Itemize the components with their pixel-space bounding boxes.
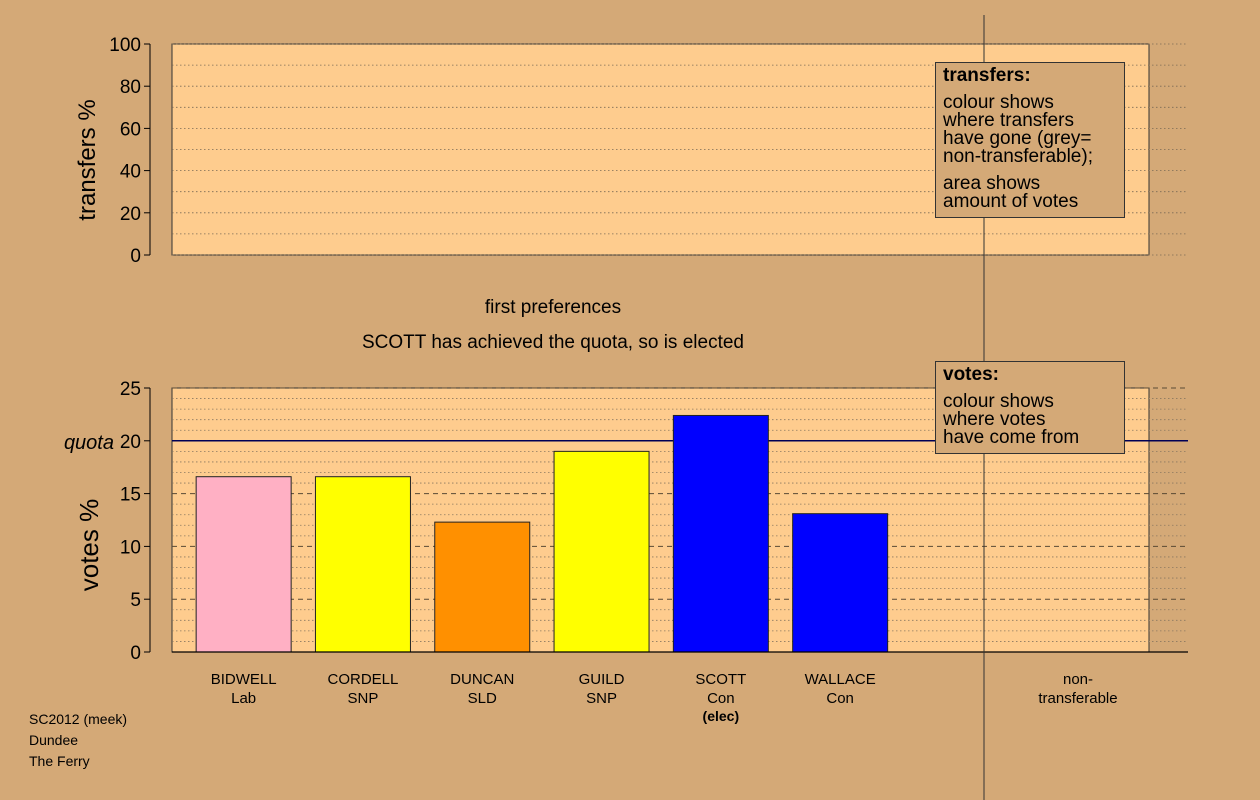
- candidate-party: Lab: [231, 690, 256, 707]
- transfers-tick-label: 80: [120, 77, 141, 98]
- votes-tick-label: 15: [120, 485, 141, 506]
- transfers-tick-label: 100: [109, 35, 141, 56]
- votes-tick-label: 25: [120, 379, 141, 400]
- nontransferable-label-2: transferable: [1038, 690, 1117, 707]
- transfers-legend-line: where transfers: [943, 110, 1074, 131]
- votes-legend-box: votes: colour shows where votes have com…: [935, 361, 1125, 454]
- votes-tick-label: 20: [120, 432, 141, 453]
- votes-legend-title: votes:: [943, 364, 999, 385]
- candidate-labels: BIDWELL Lab CORDELL SNP DUNCAN SLD GUILD SNP SCO…: [211, 671, 876, 724]
- candidate-name: GUILD: [579, 671, 625, 688]
- footer-council: Dundee: [29, 732, 79, 748]
- transfers-legend-line: amount of votes: [943, 191, 1079, 212]
- candidate-name: WALLACE: [805, 671, 876, 688]
- votes-tick-label: 10: [120, 537, 141, 558]
- candidate-party: SLD: [468, 690, 497, 707]
- candidate-party: SNP: [586, 690, 617, 707]
- transfers-y-ticks: 0 20 40 60 80 100: [109, 35, 150, 267]
- candidate-name: CORDELL: [328, 671, 399, 688]
- footer-ward: The Ferry: [29, 753, 90, 769]
- votes-y-ticks: 0 5 10 15 20 25: [120, 379, 150, 664]
- transfers-tick-label: 20: [120, 204, 141, 225]
- candidate-status: (elec): [703, 708, 740, 724]
- transfers-legend-line: colour shows: [943, 92, 1054, 113]
- bar-guild: [553, 450, 650, 653]
- votes-legend-line: have come from: [943, 427, 1080, 448]
- votes-tick-label: 0: [130, 643, 141, 664]
- votes-legend-line: where votes: [943, 409, 1046, 430]
- votes-legend-line: colour shows: [943, 391, 1054, 412]
- candidate-name: BIDWELL: [211, 671, 277, 688]
- transfers-legend-title: transfers:: [943, 65, 1031, 86]
- stage-title: first preferences: [485, 297, 621, 318]
- nontransferable-label-1: non-: [1063, 671, 1093, 688]
- footer-info: SC2012 (meek) Dundee The Ferry: [29, 709, 127, 772]
- votes-tick-label: 5: [130, 590, 141, 611]
- votes-y-label: votes %: [74, 499, 104, 592]
- candidate-name: SCOTT: [695, 671, 746, 688]
- transfers-legend-line: area shows: [943, 173, 1041, 194]
- candidate-party: Con: [826, 690, 854, 707]
- candidate-party: Con: [707, 690, 735, 707]
- transfers-legend-line: non-transferable);: [943, 146, 1093, 167]
- bar-scott: [672, 414, 769, 653]
- bar-cordell: [314, 476, 411, 653]
- transfers-tick-label: 40: [120, 162, 141, 183]
- transfers-tick-label: 60: [120, 119, 141, 140]
- transfers-legend-line: have gone (grey=: [943, 128, 1092, 149]
- transfers-gridlines: [172, 43, 1188, 256]
- vote-bars: [195, 414, 889, 653]
- bar-wallace: [792, 513, 889, 653]
- quota-label: quota: [64, 432, 114, 454]
- votes-panel: 0 5 10 15 20 25 quota votes % BIDWELL Lab CORDE…: [64, 379, 1188, 724]
- candidate-party: SNP: [348, 690, 379, 707]
- transfers-y-label: transfers %: [74, 99, 101, 220]
- footer-election: SC2012 (meek): [29, 711, 128, 727]
- transfers-tick-label: 0: [130, 246, 141, 267]
- transfers-legend-box: transfers: colour shows where transfers …: [935, 62, 1125, 218]
- status-message: SCOTT has achieved the quota, so is elec…: [362, 332, 744, 353]
- bar-bidwell: [195, 476, 292, 653]
- bar-duncan: [434, 521, 531, 653]
- candidate-name: DUNCAN: [450, 671, 514, 688]
